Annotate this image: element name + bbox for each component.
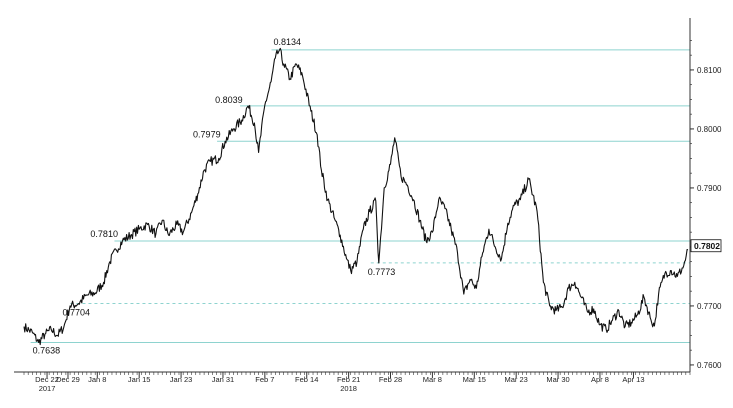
- x-tick-label-7: Feb 14: [295, 375, 318, 384]
- y-tick-label-1: 0.8000: [697, 125, 722, 134]
- x-year-label-0: 2017: [39, 384, 56, 393]
- reference-label-6: 0.7638: [33, 346, 61, 356]
- y-tick-label-4: 0.7700: [697, 302, 722, 311]
- x-tick-label-0: Dec 22: [35, 375, 59, 384]
- x-tick-label-11: Mar 15: [463, 375, 486, 384]
- y-tick-label-0: 0.8100: [697, 66, 722, 75]
- x-tick-label-12: Mar 23: [504, 375, 527, 384]
- reference-label-3: 0.7810: [90, 229, 118, 239]
- reference-label-0: 0.8134: [274, 37, 302, 47]
- price-series: [23, 47, 689, 346]
- x-tick-label-15: Apr 13: [622, 375, 644, 384]
- x-tick-label-3: Jan 15: [128, 375, 151, 384]
- reference-label-4: 0.7773: [368, 267, 396, 277]
- last-value-label: 0.7802: [694, 241, 720, 251]
- x-year-label-8: 2018: [340, 384, 357, 393]
- reference-labels: 0.8134 0.8039 0.7979 0.7810 0.7773 0.7704 0.76…: [33, 37, 396, 356]
- x-tick-label-5: Jan 31: [212, 375, 235, 384]
- series-line: [23, 47, 689, 346]
- x-tick-label-10: Mar 8: [423, 375, 442, 384]
- x-tick-label-2: Jan 8: [88, 375, 106, 384]
- x-tick-label-6: Feb 7: [255, 375, 274, 384]
- axes: 0.81000.80000.79000.78000.77000.76000.78…: [14, 18, 722, 393]
- x-tick-label-9: Feb 28: [379, 375, 402, 384]
- reference-label-2: 0.7979: [193, 129, 221, 139]
- x-tick-label-1: Dec 29: [56, 375, 80, 384]
- x-tick-label-14: Apr 8: [591, 375, 609, 384]
- reference-lines: [30, 49, 690, 343]
- y-tick-label-5: 0.7600: [697, 361, 722, 370]
- reference-label-5: 0.7704: [62, 308, 90, 318]
- x-tick-label-13: Mar 30: [546, 375, 569, 384]
- x-tick-label-8: Feb 21: [337, 375, 360, 384]
- y-tick-label-2: 0.7900: [697, 184, 722, 193]
- reference-label-1: 0.8039: [215, 95, 243, 105]
- last-value-tag: [690, 239, 722, 253]
- x-tick-label-4: Jan 23: [170, 375, 193, 384]
